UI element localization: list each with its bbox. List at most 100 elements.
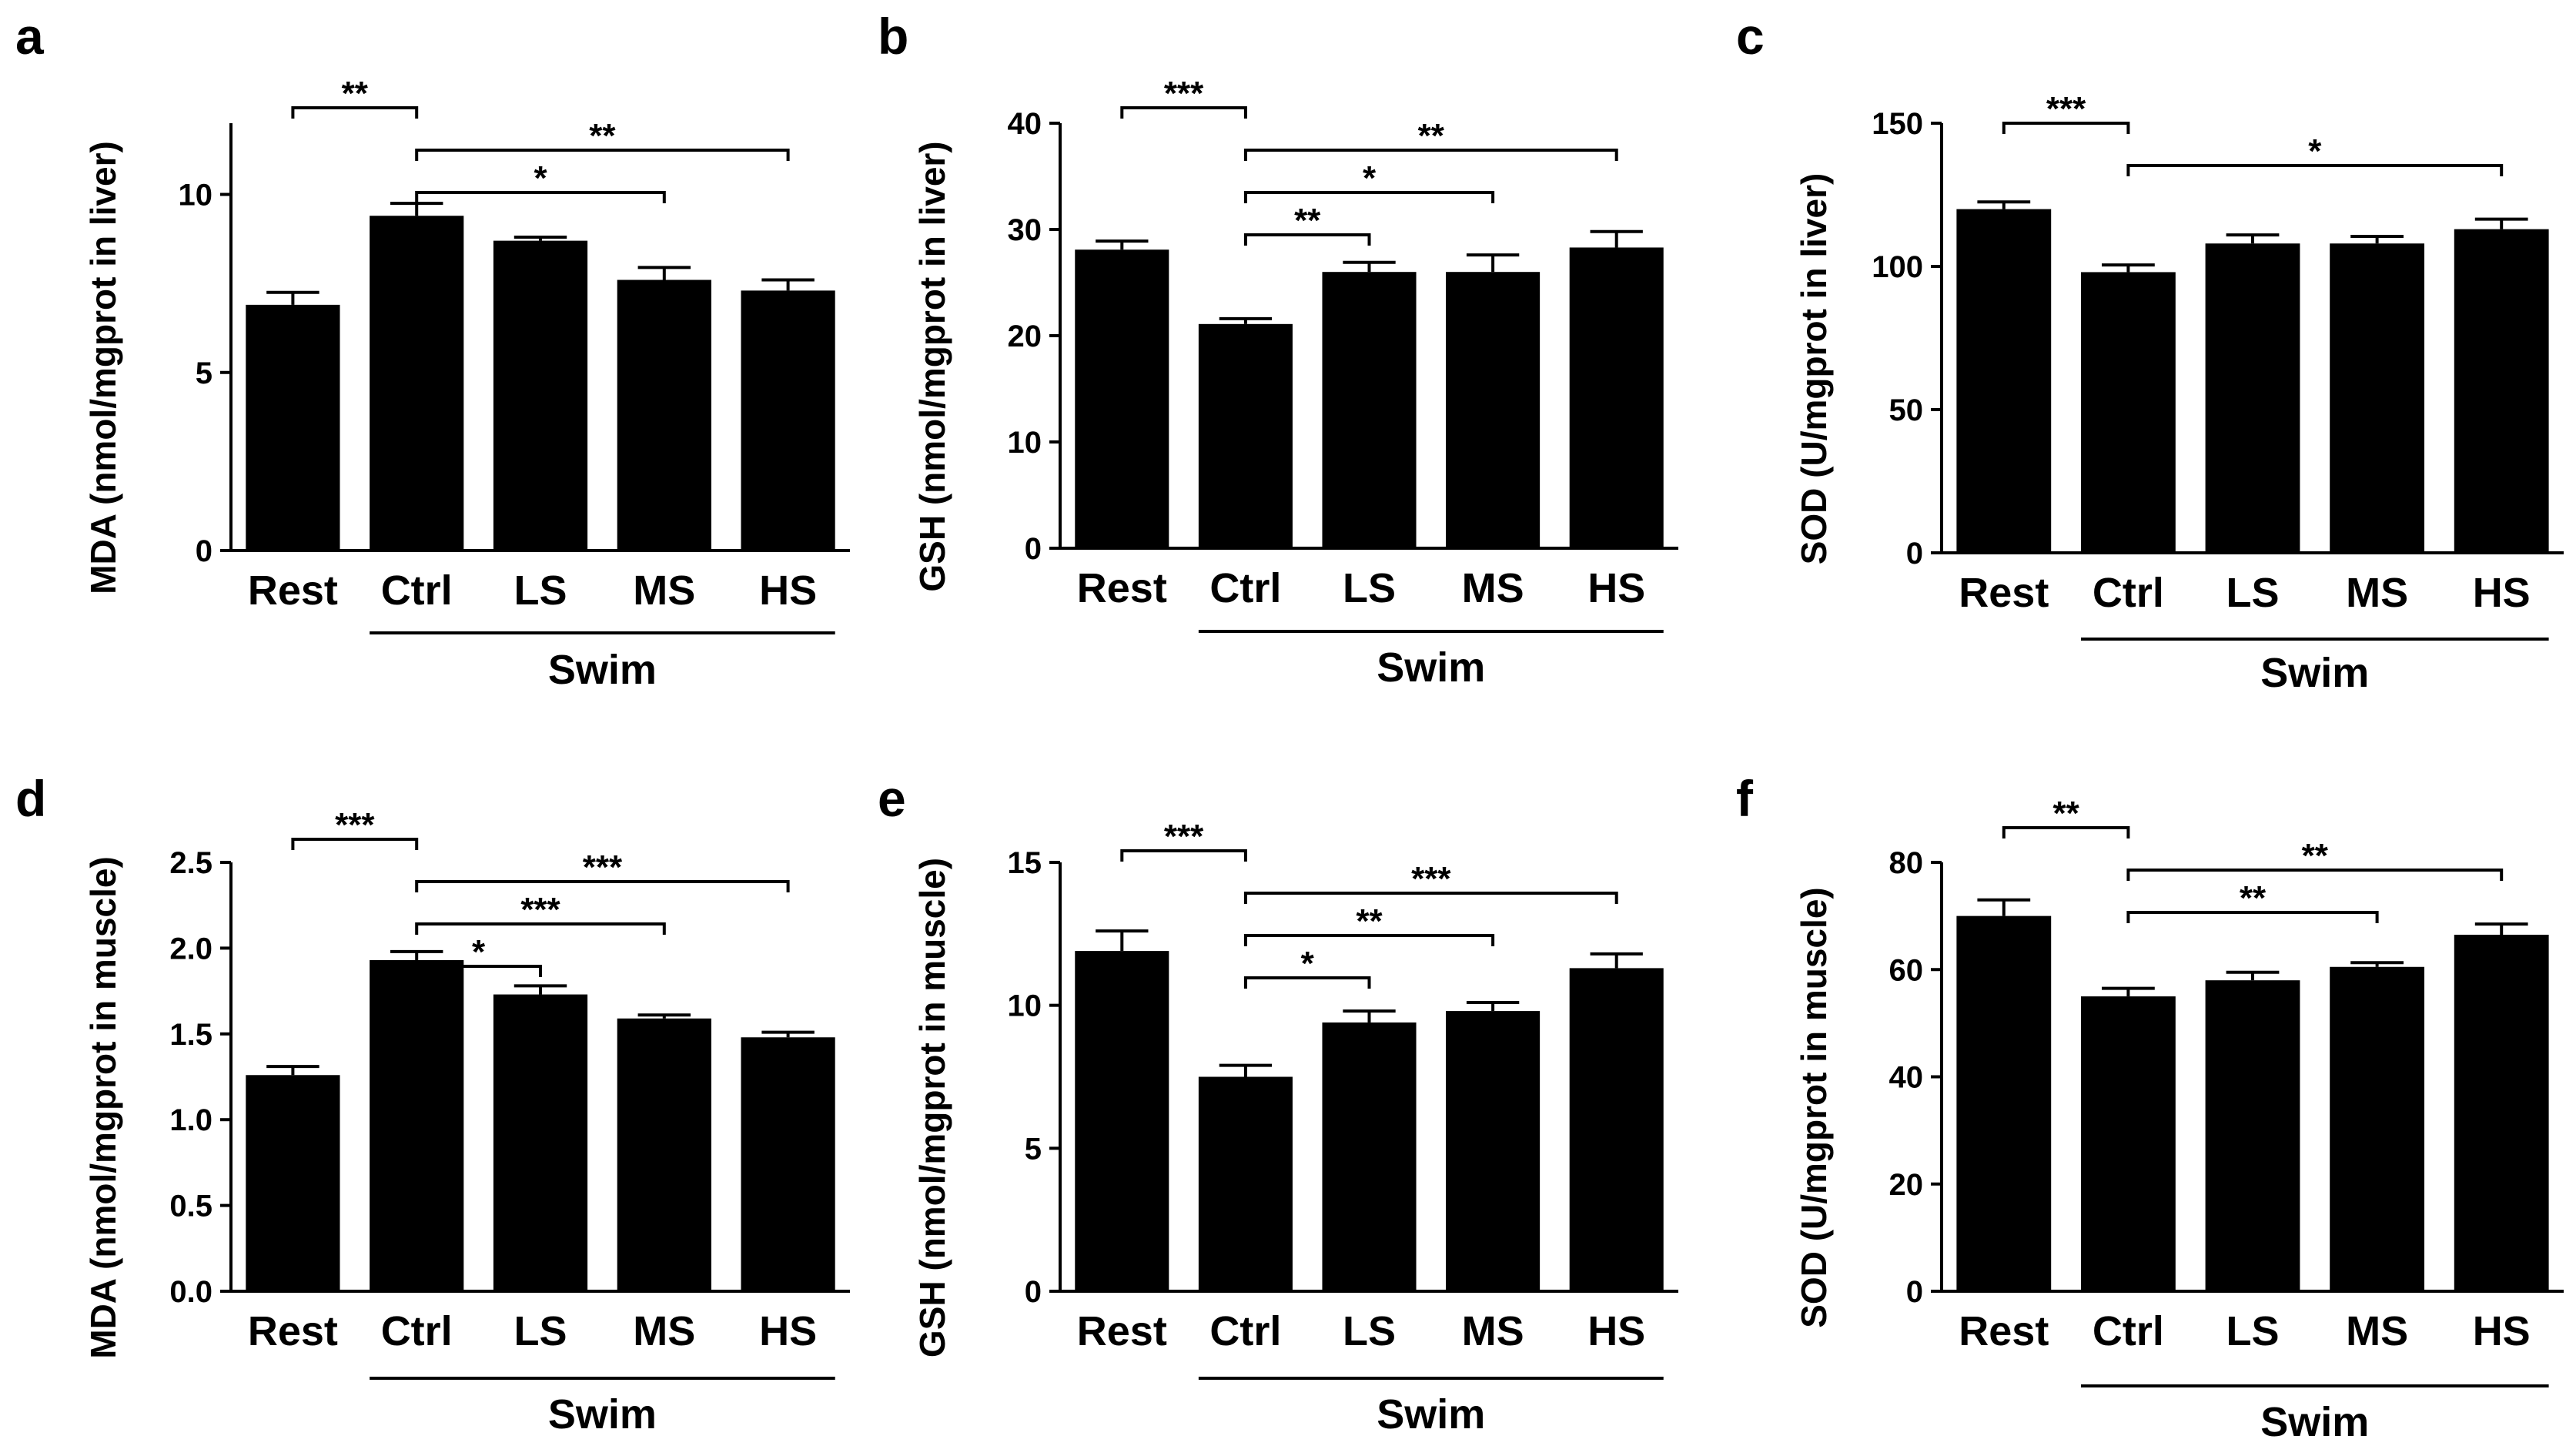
- significance-bracket: [415, 191, 666, 203]
- y-tick-label: 2.0: [169, 932, 212, 966]
- bar-rest: [1075, 249, 1169, 548]
- bar-ctrl: [2080, 996, 2176, 1291]
- bar-rest: [1075, 951, 1169, 1291]
- y-tick-label: 0: [1906, 1275, 1923, 1309]
- significance-bracket: [415, 922, 666, 935]
- y-tick-label: 0: [1906, 537, 1923, 571]
- significance-label: ***: [1411, 860, 1451, 898]
- y-tick-label: 10: [179, 179, 213, 213]
- category-label: HS: [2473, 570, 2531, 616]
- panel-f: f 0 20 40 60 80 SOD (U/mgprot in muscle) Rest Ct…: [1736, 770, 2564, 1445]
- significance-label: *: [1363, 159, 1377, 197]
- bar-hs: [741, 1037, 835, 1291]
- group-label: Swim: [548, 647, 657, 693]
- y-tick-label: 0: [1025, 1275, 1042, 1309]
- bar-ctrl: [2080, 272, 2176, 553]
- bar-ctrl: [1198, 323, 1293, 548]
- y-tick-label: 5: [196, 356, 212, 390]
- y-tick-label: 40: [1008, 107, 1042, 141]
- bar-ls: [2205, 980, 2300, 1291]
- bar-rest: [1956, 915, 2052, 1291]
- bar-ctrl: [370, 216, 464, 551]
- bar-ls: [1322, 272, 1417, 548]
- bar-ms: [617, 279, 711, 551]
- y-axis-label: SOD (U/mgprot in liver): [1794, 173, 1834, 565]
- significance-label: **: [1418, 117, 1445, 155]
- significance-bracket: [1243, 233, 1371, 246]
- y-tick-label: 100: [1872, 250, 1923, 284]
- significance-bracket: [1120, 849, 1247, 862]
- significance-label: **: [1356, 902, 1383, 940]
- y-tick-label: 150: [1872, 107, 1923, 141]
- significance-bracket: [2126, 869, 2504, 881]
- y-tick-label: 20: [1889, 1168, 1924, 1202]
- y-axis-label: GSH (nmol/mgprot in liver): [912, 141, 952, 591]
- significance-label: *: [1301, 945, 1315, 982]
- significance-label: ***: [2046, 90, 2086, 128]
- bar-ms: [1446, 272, 1541, 548]
- bar-ms: [617, 1018, 711, 1291]
- bar-hs: [1569, 968, 1664, 1291]
- bar-ms: [2330, 966, 2425, 1291]
- category-label: MS: [2346, 570, 2408, 616]
- y-axis-label: SOD (U/mgprot in muscle): [1794, 887, 1834, 1327]
- category-label: Rest: [1959, 1308, 2049, 1354]
- category-label: LS: [1343, 565, 1396, 611]
- category-label: HS: [1587, 1308, 1645, 1354]
- bar-rest: [1956, 209, 2052, 553]
- category-label: Rest: [1077, 1308, 1167, 1354]
- bar-ls: [2205, 243, 2300, 553]
- bar-ms: [1446, 1011, 1541, 1291]
- panel-letter: e: [878, 770, 906, 827]
- significance-bracket: [1120, 106, 1247, 119]
- category-label: Ctrl: [1209, 1308, 1281, 1354]
- significance-bracket: [291, 838, 419, 850]
- group-label: Swim: [1377, 1391, 1485, 1438]
- category-label: Rest: [1959, 570, 2049, 616]
- bar-ctrl: [370, 959, 464, 1291]
- bar-rest: [246, 304, 340, 551]
- y-tick-label: 40: [1889, 1061, 1924, 1095]
- y-tick-label: 1.0: [169, 1103, 212, 1137]
- panel-letter: b: [878, 8, 908, 65]
- significance-bracket: [1243, 934, 1495, 946]
- y-tick-label: 2.5: [169, 846, 212, 880]
- category-label: Rest: [248, 567, 338, 614]
- significance-label: **: [2240, 879, 2267, 917]
- panel-d: d 0.0 0.5 1.0 1.5 2.0 2.5 MDA (nmol/mgprot in m…: [15, 770, 850, 1438]
- significance-bracket: [291, 106, 419, 119]
- bar-ls: [1322, 1022, 1417, 1291]
- significance-label: ***: [583, 848, 623, 886]
- y-tick-label: 15: [1008, 846, 1042, 880]
- bar-rest: [246, 1075, 340, 1291]
- significance-label: **: [342, 75, 369, 112]
- significance-bracket: [415, 149, 790, 161]
- category-label: MS: [1462, 565, 1524, 611]
- panel-e: e 0 5 10 15 GSH (nmol/mgprot in muscle) Rest Ct…: [878, 770, 1678, 1438]
- panel-c: c 0 50 100 150 SOD (U/mgprot in liver) Rest Ctr…: [1736, 8, 2564, 696]
- significance-label: *: [472, 933, 486, 971]
- y-tick-label: 5: [1025, 1132, 1042, 1166]
- significance-bracket: [415, 880, 790, 892]
- panel-a: a 0 5 10 MDA (nmol/mgprot in liver) Rest Ctrl L…: [15, 8, 850, 693]
- category-label: MS: [2346, 1308, 2408, 1354]
- significance-bracket: [2002, 122, 2130, 134]
- significance-label: ***: [1164, 75, 1204, 112]
- y-tick-label: 0.0: [169, 1275, 212, 1309]
- category-label: Ctrl: [381, 1308, 453, 1354]
- category-label: Rest: [248, 1308, 338, 1354]
- y-tick-label: 60: [1889, 953, 1924, 987]
- significance-bracket: [2126, 911, 2379, 923]
- significance-label: **: [2302, 837, 2329, 875]
- bar-ls: [493, 240, 588, 551]
- category-label: Ctrl: [2093, 1308, 2164, 1354]
- significance-label: ***: [335, 806, 375, 844]
- y-tick-label: 10: [1008, 426, 1042, 460]
- significance-bracket: [1243, 191, 1495, 203]
- significance-label: **: [589, 117, 616, 155]
- panel-letter: d: [15, 770, 46, 827]
- bar-hs: [1569, 247, 1664, 548]
- significance-label: ***: [520, 891, 560, 929]
- panel-letter: a: [15, 8, 45, 65]
